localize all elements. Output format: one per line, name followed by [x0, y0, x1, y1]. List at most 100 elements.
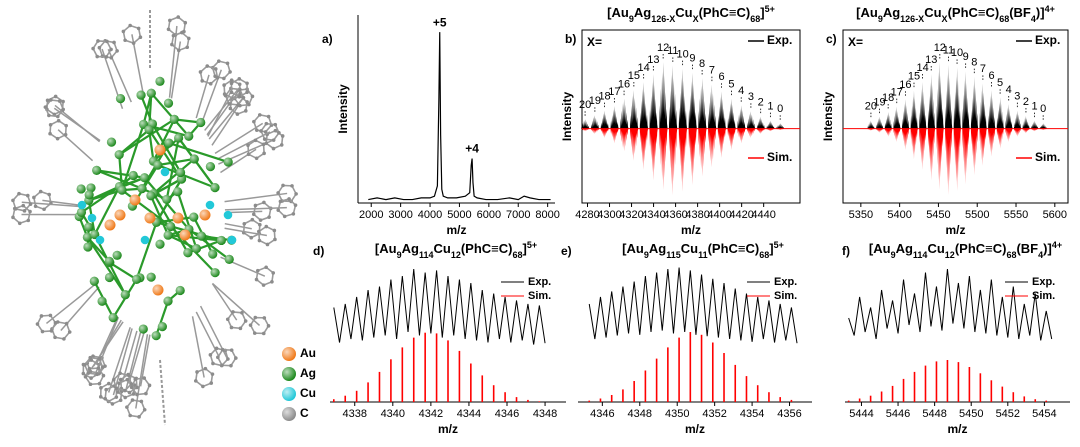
metal-bond [120, 124, 145, 191]
isotope-cluster [901, 128, 910, 150]
atom-shine [205, 162, 216, 172]
carbon-atom [86, 371, 91, 375]
point-label: 9 [963, 51, 969, 63]
carbon-atom [96, 39, 100, 43]
carbon-atom [252, 331, 257, 335]
isotope-cluster [580, 128, 590, 132]
x-axis-label: m/z [681, 223, 701, 237]
carbon-atom [118, 371, 122, 376]
legend-label: Exp. [1032, 276, 1055, 288]
isotope-cluster [867, 120, 875, 129]
carbon-atom [11, 215, 15, 220]
carbon-atom [96, 366, 101, 370]
carbon-atom [125, 405, 129, 409]
title-part: (PhC≡C) [955, 241, 1007, 256]
x-tick-label: 4344 [457, 408, 481, 420]
title-part: 68 [750, 14, 760, 24]
atom-shine [173, 187, 183, 197]
carbon-atom [287, 197, 291, 201]
carbon-atom [235, 112, 240, 116]
isotope-cluster [1022, 115, 1030, 129]
bond [224, 222, 252, 230]
x-tick-label: 4346 [495, 408, 519, 420]
atom-shine [153, 160, 163, 170]
carbon-atom [40, 329, 45, 334]
isotope-cluster [918, 128, 927, 170]
carbon-atom [183, 20, 188, 25]
carbon-atom [26, 218, 31, 223]
bond [168, 25, 178, 98]
carbon-atom [273, 237, 277, 242]
title-part: X [693, 14, 699, 24]
carbon-atom [48, 122, 53, 127]
carbon-atom [115, 49, 119, 53]
point-label: 2 [758, 97, 764, 109]
carbon-atom [142, 376, 147, 380]
carbon-atom [32, 195, 36, 200]
point-label: 13 [925, 54, 937, 66]
legend-label: Sim. [767, 150, 792, 164]
carbon-atom [97, 357, 101, 361]
title-part: ] [522, 241, 526, 256]
chart-title: [Au9Ag115Cu11(PhC≡C)68]5+ [622, 240, 784, 260]
atom-shine [136, 90, 146, 100]
bond [214, 122, 264, 154]
metal-bond [93, 186, 121, 236]
metal-bond [118, 118, 175, 156]
spectrum-line [368, 32, 551, 201]
carbon-atom [168, 18, 172, 23]
metal-bond [86, 236, 111, 263]
panel-label: d) [313, 244, 324, 258]
x-tick-label: 4280 [575, 209, 599, 221]
note: X= [848, 35, 863, 49]
title-part: Ag [649, 241, 666, 256]
cu-atom [223, 210, 233, 220]
carbon-atom [123, 38, 127, 43]
isotope-cluster [648, 128, 658, 181]
legend-label: C [300, 406, 309, 420]
carbon-atom [278, 199, 283, 204]
isotope-cluster [668, 128, 678, 195]
carbon-atom [123, 388, 127, 393]
isotope-cluster [935, 128, 944, 190]
carbon-atom [222, 76, 226, 81]
carbon-atom [266, 324, 271, 328]
point-label: 4 [738, 85, 744, 97]
carbon-atom [64, 123, 68, 128]
isotope-cluster [707, 84, 717, 129]
title-part: Ag [402, 241, 419, 256]
point-label: 7 [709, 65, 715, 77]
x-axis-label: m/z [945, 223, 965, 237]
title-part: )] [1043, 241, 1052, 256]
title-part: Cu [433, 241, 450, 256]
note: X= [587, 35, 602, 49]
x-tick-label: 5350 [849, 209, 873, 221]
chart-title: [Au9Ag114Cu12(PhC≡C)68]5+ [375, 240, 537, 260]
carbon-atom [129, 382, 134, 386]
carbon-atom [264, 224, 269, 229]
point-label: 16 [618, 79, 630, 91]
carbon-atom [28, 209, 32, 214]
carbon-atom [104, 55, 109, 59]
atom-shine [114, 209, 126, 221]
isotope-cluster [953, 128, 961, 192]
carbon-atom [53, 94, 58, 99]
carbon-atom [39, 314, 44, 318]
carbon-atom [57, 99, 62, 103]
atom-shine [155, 239, 165, 249]
title-part: Cu [927, 241, 944, 256]
x-tick-label: 5454 [1032, 408, 1056, 420]
x-tick-label: 4346 [590, 408, 614, 420]
title-part: 4 [1038, 250, 1043, 260]
isotope-cluster [580, 119, 590, 129]
carbon-atom [253, 138, 258, 143]
point-label: 20 [579, 99, 591, 111]
atom-shine [106, 137, 117, 147]
point-label: 0 [1040, 103, 1046, 115]
carbon-atom [293, 203, 298, 207]
carbon-atom [128, 23, 132, 28]
carbon-atom [252, 119, 256, 124]
carbon-atom [107, 381, 111, 386]
atom-shine [174, 133, 184, 143]
carbon-atom [214, 346, 219, 351]
